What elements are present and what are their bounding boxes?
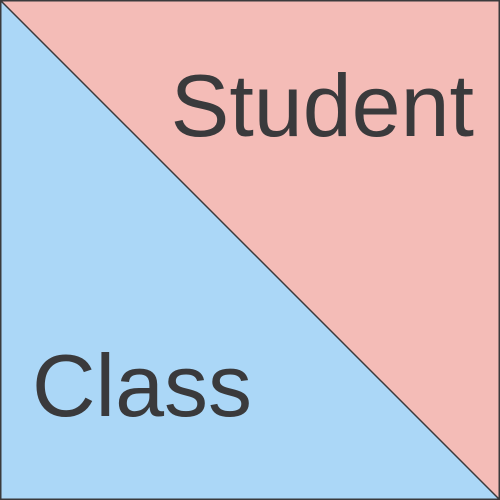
student-label: Student [171, 56, 474, 155]
class-label: Class [32, 336, 252, 435]
